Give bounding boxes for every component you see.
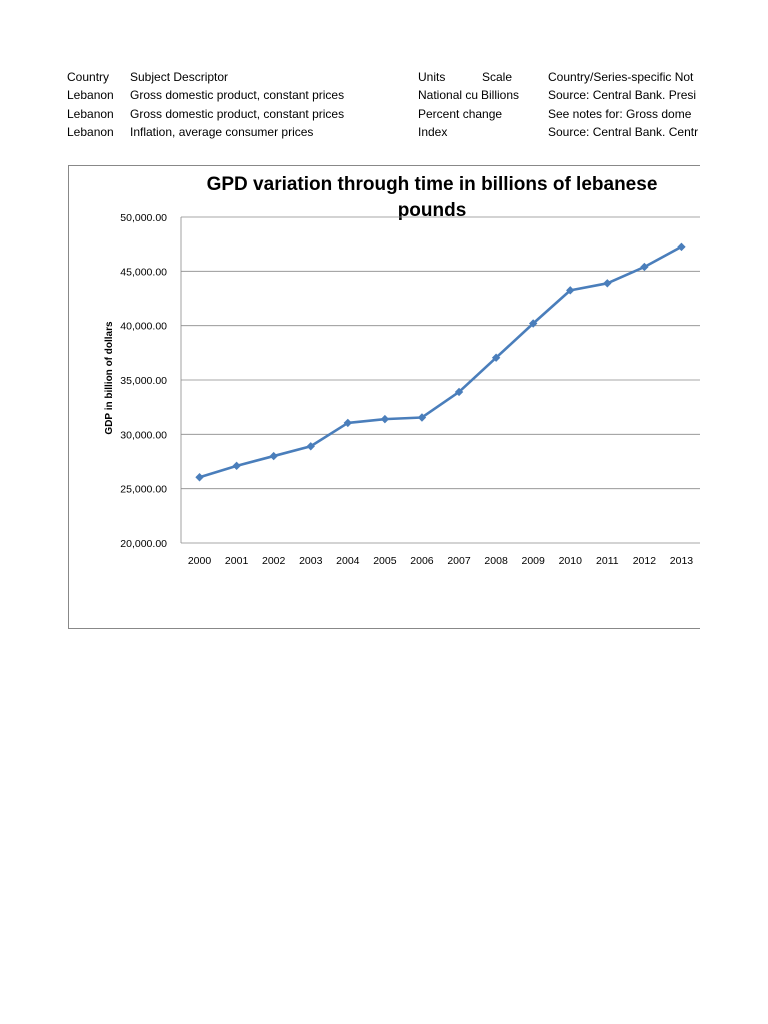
header-country: Country [67,70,110,84]
header-notes: Country/Series-specific Not [548,70,694,84]
data-point[interactable] [343,418,353,428]
cell-subject: Inflation, average consumer prices [130,125,314,139]
data-point[interactable] [417,413,427,422]
y-tick-label: 20,000.00 [120,538,167,550]
x-tick-label: 2000 [188,555,212,567]
x-tick-label: 2004 [336,555,360,567]
y-axis-ticks: 20,000.00 25,000.00 30,000.00 35,000.00 40,0… [120,212,167,550]
data-point[interactable] [491,353,501,362]
x-tick-label: 2013 [670,555,694,567]
data-point[interactable] [195,473,204,482]
data-point[interactable] [528,319,538,328]
x-tick-label: 2012 [633,555,657,567]
y-tick-label: 50,000.00 [120,212,167,224]
cell-notes: Source: Central Bank. Centr [548,125,699,139]
series-line [199,245,683,479]
data-point[interactable] [603,279,612,288]
cell-subject: Gross domestic product, constant prices [130,107,345,121]
cell-country: Lebanon [67,88,114,102]
data-point[interactable] [380,414,390,424]
y-tick-label: 40,000.00 [120,321,167,333]
cell-units: Percent change [418,107,503,121]
header-units: Units [418,70,446,84]
header-subject-descriptor: Subject Descriptor [130,70,229,84]
cell-subject: Gross domestic product, constant prices [130,88,345,102]
chart-title-line-1: GPD variation through time in billions o… [207,174,658,195]
cell-units: Index [418,125,448,139]
cell-notes: Source: Central Bank. Presi [548,88,697,102]
x-tick-label: 2001 [225,555,249,567]
x-tick-label: 2003 [299,555,323,567]
y-axis-label: GDP in billion of dollars [104,321,115,435]
series-gdp [195,242,686,482]
chart-title-line-2: pounds [398,200,467,221]
y-tick-label: 45,000.00 [120,266,167,278]
data-point[interactable] [454,387,464,397]
data-point[interactable] [232,461,241,471]
x-tick-label: 2008 [484,555,508,567]
cell-notes: See notes for: Gross dome [548,107,692,121]
y-tick-label: 30,000.00 [120,429,167,441]
x-tick-label: 2007 [447,555,471,567]
x-tick-label: 2010 [559,555,583,567]
cell-units: National cu [418,88,479,102]
data-point[interactable] [269,451,278,461]
cell-scale: Billions [481,88,520,102]
data-point[interactable] [566,286,575,295]
cell-country: Lebanon [67,107,114,121]
x-axis-ticks: 2000 2001 2002 2003 2004 2005 2006 2007 2008 2009… [188,555,693,567]
data-point[interactable] [306,442,315,451]
line-chart: GPD variation through time in billions o… [104,174,700,567]
data-point[interactable] [640,262,649,272]
data-point[interactable] [677,242,686,252]
cell-country: Lebanon [67,125,114,139]
y-tick-label: 35,000.00 [120,375,167,387]
header-scale: Scale [482,70,513,84]
y-tick-label: 25,000.00 [120,484,167,496]
x-tick-label: 2011 [596,555,619,567]
chart-area[interactable] [68,165,700,629]
x-tick-label: 2005 [373,555,397,567]
gridlines [180,216,700,544]
x-tick-label: 2002 [262,555,286,567]
x-tick-label: 2006 [410,555,434,567]
x-tick-label: 2009 [521,555,545,567]
